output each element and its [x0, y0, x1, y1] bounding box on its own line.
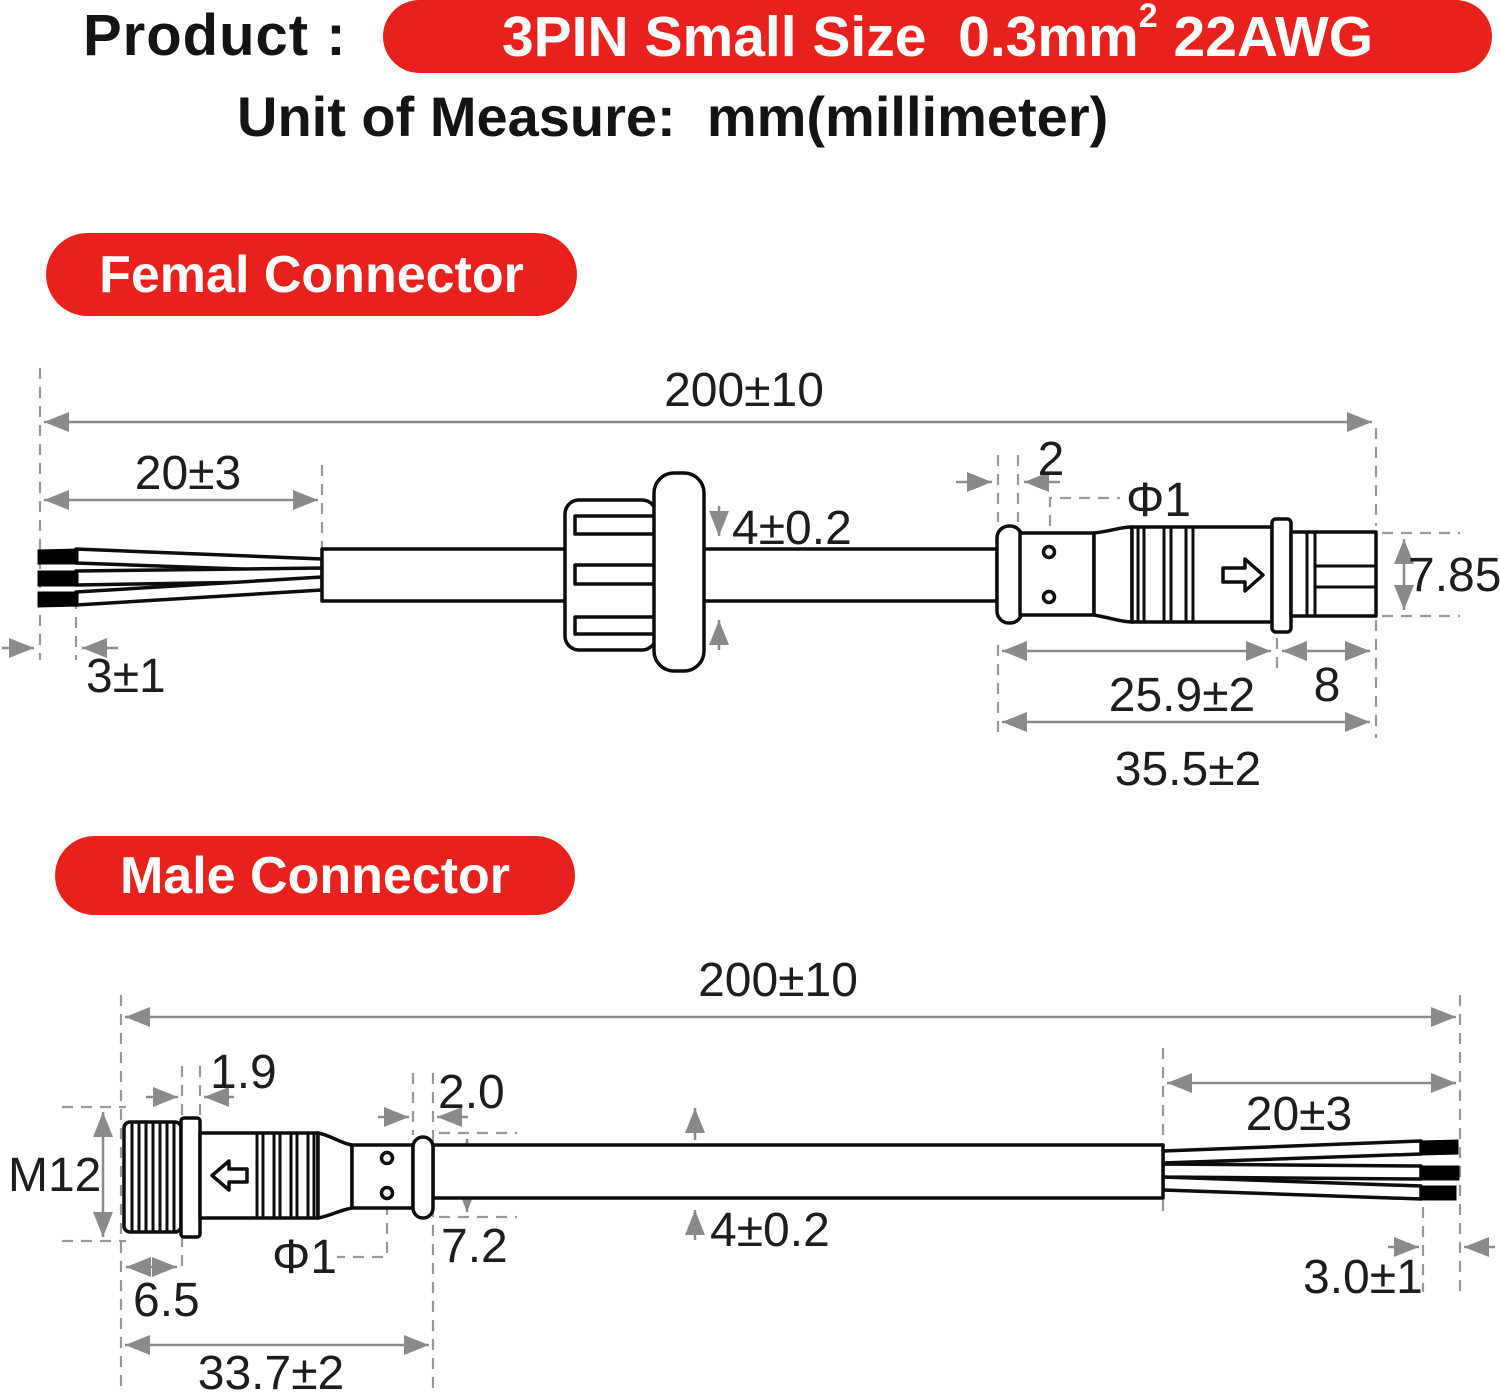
connector-flange: [1270, 517, 1293, 634]
extension-line: [1382, 531, 1460, 618]
barrel-ribs: [1136, 525, 1195, 624]
nut-disc: [652, 471, 706, 673]
dim-pin-label: Φ1: [272, 1231, 337, 1284]
pin-hole: [379, 1185, 395, 1201]
dim-height-label: 7.85: [1408, 549, 1500, 602]
dim-tip-label: 3±1: [86, 650, 166, 703]
male-wires: [1161, 1139, 1460, 1201]
connector-end: [1289, 530, 1378, 618]
male-connector-body: [122, 1116, 435, 1239]
cable: [431, 1143, 1165, 1200]
dim-tip-label: 3.0±1: [1303, 1251, 1423, 1304]
dim-flange-height-label: 7.2: [441, 1220, 508, 1273]
nut-rib: [573, 514, 658, 536]
male-dimension-lines: [93, 1007, 1495, 1355]
wire-tip: [37, 570, 79, 587]
dim-strip-label: 20±3: [1246, 1088, 1352, 1141]
end-slot: [1313, 564, 1378, 589]
connector-block: [1018, 531, 1096, 617]
dim-cable-label: 4±0.2: [710, 1204, 830, 1257]
dim-collar-width-label: 2.0: [438, 1066, 505, 1119]
wire-tip: [37, 591, 79, 608]
female-extension-lines: [38, 368, 1460, 738]
male-extension-lines: [62, 995, 1462, 1393]
dim-pin-label: Φ1: [1126, 474, 1191, 527]
female-connector-badge: Femal Connector: [46, 233, 577, 316]
pin-hole: [1041, 544, 1057, 560]
extension-line: [62, 1105, 126, 1243]
dim-strip-label: 20±3: [135, 447, 241, 500]
dim-overall-label: 200±10: [698, 954, 858, 1007]
connector-taper: [1092, 525, 1134, 624]
female-wires: [37, 547, 324, 608]
nut-rib: [573, 615, 658, 636]
dim-tail-label: 8: [1314, 659, 1341, 712]
end-ring: [1305, 530, 1317, 618]
wire-tip: [1420, 1185, 1457, 1201]
thread-flange: [179, 1116, 202, 1239]
female-connector-drawing: 200±10 20±3 3±1 4±0.2 2 Φ1 7.85 25.9±2 8…: [2, 364, 1500, 796]
product-name: 3PIN Small Size 0.3mm: [501, 4, 1139, 69]
thread-ridges: [130, 1121, 176, 1233]
connector-cap: [411, 1135, 435, 1220]
dim-cap-label: 2: [1038, 433, 1065, 486]
female-connector-body: [995, 517, 1378, 634]
product-name-suffix: 22AWG: [1157, 4, 1374, 69]
dim-thread-size-label: M12: [8, 1149, 101, 1202]
wire-tip: [1420, 1165, 1460, 1181]
pin-diameter-leader: [1048, 496, 1120, 545]
male-connector-badge: Male Connector: [55, 836, 575, 915]
nut-rib: [573, 563, 658, 586]
gland-nut: [563, 471, 706, 673]
dim-total-label: 35.5±2: [1115, 743, 1261, 796]
dim-body-label: 25.9±2: [1109, 669, 1255, 722]
connector-taper: [316, 1131, 354, 1220]
dim-flange-width-label: 1.9: [210, 1046, 277, 1099]
female-dimension-lines: [2, 412, 1414, 732]
direction-arrow-icon: [210, 1159, 249, 1192]
pin-diameter-leader: [337, 1204, 389, 1259]
wire: [1161, 1139, 1423, 1165]
wire-tip: [1420, 1139, 1459, 1156]
product-name-superscript: 2: [1138, 0, 1158, 35]
pin-hole: [379, 1150, 395, 1166]
barrel-ribs: [255, 1131, 316, 1220]
dim-thread-length-label: 6.5: [133, 1274, 200, 1327]
male-connector-drawing: 200±10 1.9 2.0 20±3 M12 6.5 7.2 4±0.2 Φ1…: [8, 954, 1495, 1394]
extension-line: [439, 1131, 517, 1219]
product-name-badge: 3PIN Small Size 0.3mm 2 22AWG: [383, 0, 1492, 73]
dim-body-label: 33.7±2: [198, 1347, 344, 1394]
dim-cable-label: 4±0.2: [732, 502, 852, 555]
unit-of-measure: Unit of Measure: mm(millimeter): [237, 85, 1109, 148]
wire-tip: [37, 548, 79, 565]
dim-overall-label: 200±10: [664, 364, 824, 417]
pin-hole: [1041, 589, 1057, 605]
product-label: Product :: [83, 3, 364, 68]
direction-arrow-icon: [1221, 557, 1265, 593]
